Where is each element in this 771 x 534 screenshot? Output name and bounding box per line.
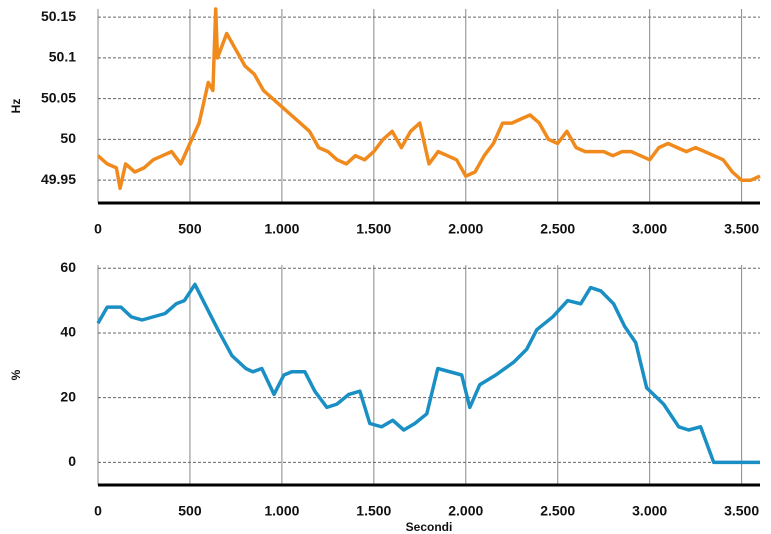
x-axis-label: Secondi [406,520,453,534]
x-tick-label: 1.500 [356,221,391,237]
y-tick-label: 50.15 [41,8,76,24]
x-tick-label: 0 [94,503,102,519]
y-axis-label: Hz [9,99,23,114]
x-tick-label: 2.000 [448,221,483,237]
y-tick-label: 40 [60,324,76,340]
x-tick-label: 3.500 [724,221,759,237]
x-tick-label: 3.000 [632,221,667,237]
y-axis-label: % [9,369,23,380]
data-line [96,282,760,465]
x-tick-label: 2.500 [540,221,575,237]
y-tick-label: 60 [60,259,76,275]
x-tick-label: 0 [94,221,102,237]
x-tick-label: 1.500 [356,503,391,519]
x-tick-label: 3.500 [724,503,759,519]
x-tick-label: 1.000 [264,503,299,519]
x-tick-label: 500 [178,503,202,519]
x-tick-label: 3.000 [632,503,667,519]
x-tick-label: 1.000 [264,221,299,237]
x-tick-label: 500 [178,221,202,237]
data-line [96,7,761,191]
x-tick-label: 2.500 [540,503,575,519]
y-tick-label: 20 [60,388,76,404]
y-tick-label: 50.05 [41,89,76,105]
x-tick-label: 2.000 [448,503,483,519]
y-tick-label: 49.95 [41,171,76,187]
y-tick-label: 50.1 [49,49,76,65]
y-tick-label: 50 [60,130,76,146]
y-tick-label: 0 [68,453,76,469]
